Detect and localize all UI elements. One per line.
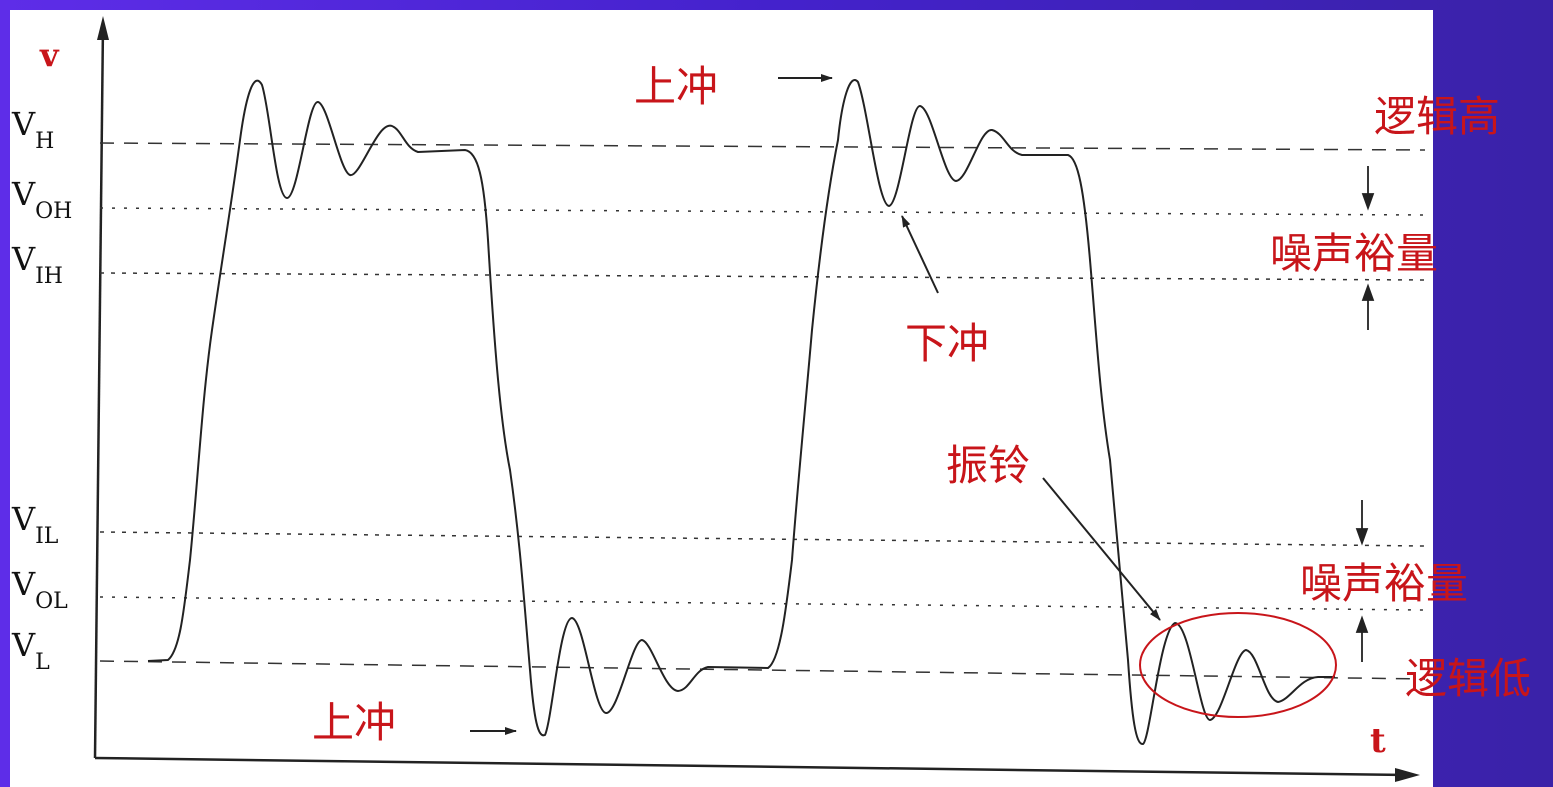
noise-margin-high-label: 噪声裕量 bbox=[1270, 229, 1438, 278]
overshoot-top-label: 上冲 bbox=[634, 62, 718, 111]
level-label-vil: VIL bbox=[11, 500, 59, 549]
logic-low-label: 逻辑低 bbox=[1405, 654, 1531, 703]
logic-high-label: 逻辑高 bbox=[1374, 92, 1500, 141]
ringing-highlight-ellipse bbox=[1139, 612, 1337, 718]
level-label-voh: VOH bbox=[11, 175, 72, 224]
noise-margin-low-label: 噪声裕量 bbox=[1300, 559, 1468, 608]
level-label-vih: VIH bbox=[11, 240, 63, 289]
level-label-vol: VOL bbox=[11, 565, 68, 614]
level-line-voh bbox=[99, 207, 1426, 216]
level-label-vl: VL bbox=[11, 626, 50, 675]
level-line-vil bbox=[99, 531, 1426, 547]
level-line-vl bbox=[99, 660, 1426, 680]
y-axis-arrowhead bbox=[97, 16, 109, 40]
noise-margin-markers bbox=[1355, 166, 1375, 662]
level-label-vh: VH bbox=[11, 105, 54, 154]
x-axis-arrowhead bbox=[1395, 768, 1420, 782]
y-axis-label: v bbox=[39, 36, 60, 74]
level-lines bbox=[99, 142, 1426, 680]
waveform bbox=[147, 79, 1335, 745]
x-axis-label: t bbox=[1370, 721, 1386, 761]
ringing-label: 振铃 bbox=[946, 441, 1030, 490]
undershoot-arrow bbox=[901, 215, 939, 294]
level-line-vol bbox=[99, 596, 1426, 611]
axes bbox=[93, 16, 1420, 782]
x-axis bbox=[94, 756, 1406, 777]
y-axis bbox=[93, 23, 105, 759]
ringing-arrow bbox=[1042, 477, 1161, 621]
level-line-vih bbox=[99, 272, 1426, 281]
diagram-panel bbox=[10, 10, 1433, 787]
level-line-vh bbox=[99, 142, 1426, 151]
annotation-arrows bbox=[470, 74, 1161, 735]
undershoot-label: 下冲 bbox=[905, 319, 989, 368]
overshoot-bottom-label: 上冲 bbox=[312, 698, 396, 747]
